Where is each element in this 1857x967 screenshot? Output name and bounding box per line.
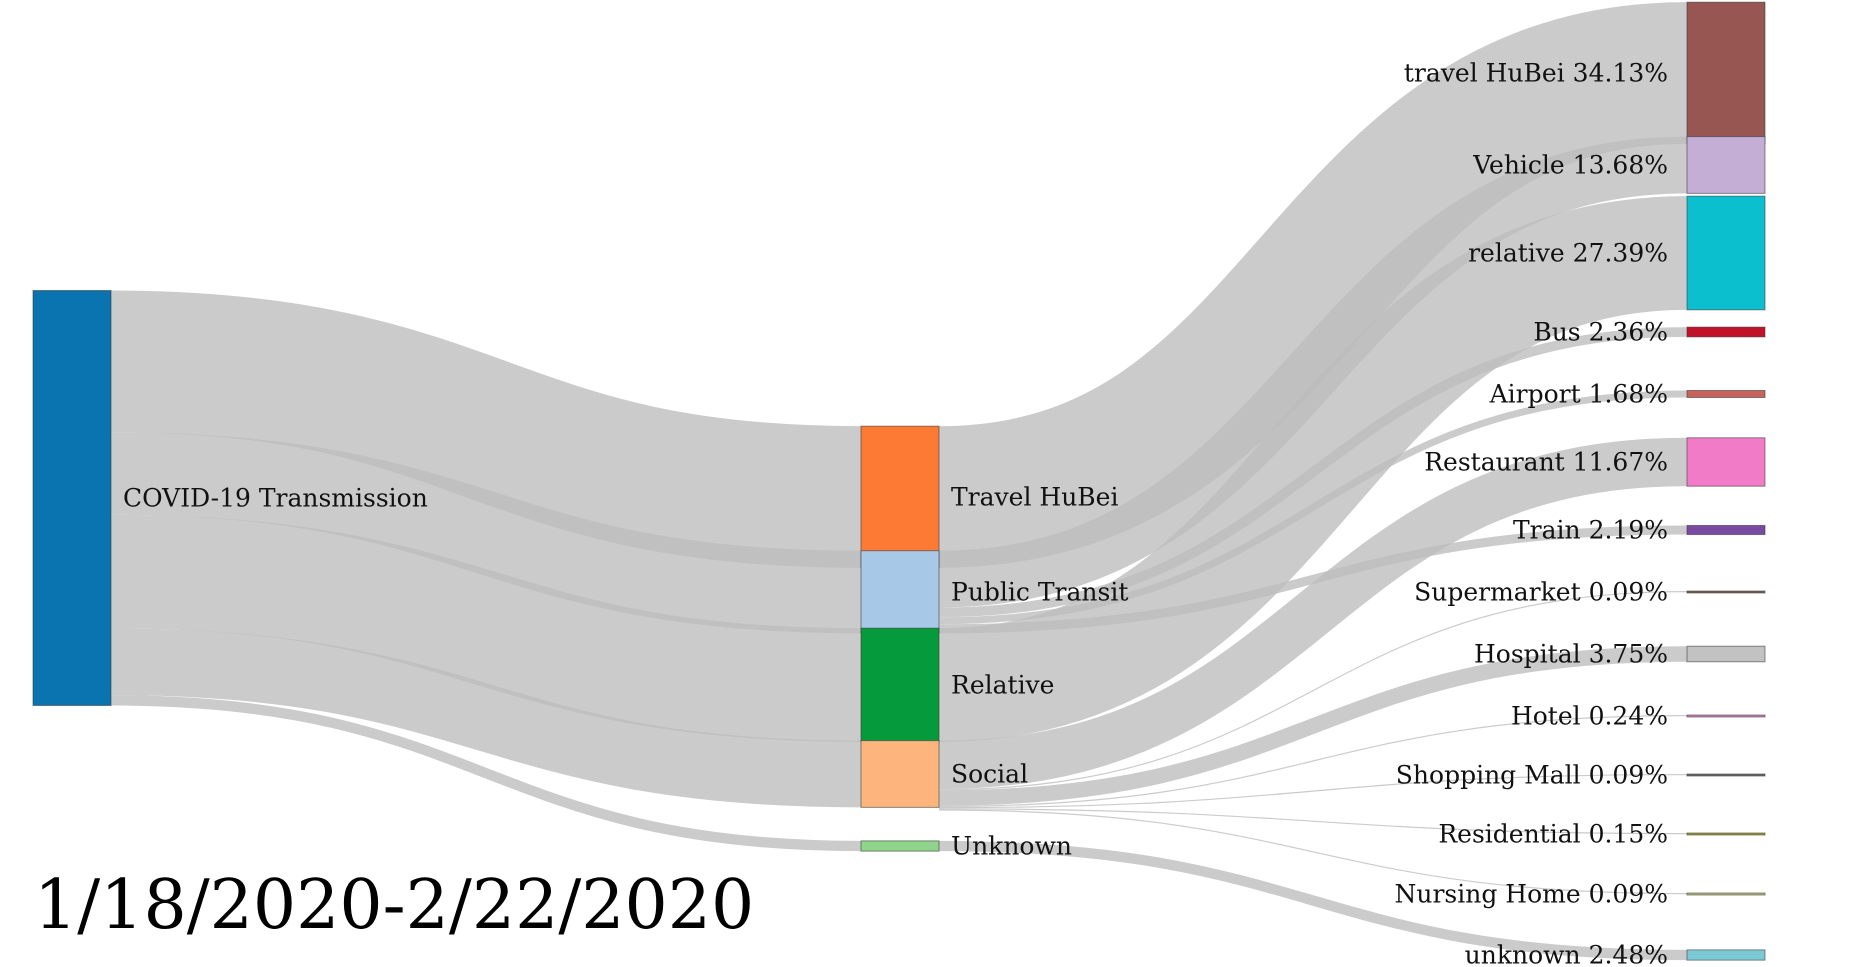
node-root	[32, 290, 112, 706]
label-layer: COVID-19 Transmission Travel HuBei Public …	[123, 59, 1668, 967]
link-social-to-restaurant	[938, 437, 1688, 790]
node-label-travel_hubei: travel HuBei 34.13%	[1404, 59, 1668, 88]
node-label-train: Train 2.19%	[1513, 516, 1668, 545]
node-unknown_c	[860, 840, 940, 852]
node-unknown	[1686, 949, 1766, 961]
node-relative	[1686, 195, 1766, 311]
node-label-hotel: Hotel 0.24%	[1511, 702, 1668, 731]
link-root-to-public_transit	[110, 432, 862, 634]
node-layer	[32, 1, 1766, 961]
node-label-vehicle: Vehicle 13.68%	[1472, 151, 1668, 180]
link-root-to-travel_hubei_c	[110, 290, 862, 568]
link-social-to-hotel	[938, 715, 1688, 808]
node-airport	[1686, 390, 1766, 398]
node-public_transit	[860, 550, 940, 634]
link-root-to-relative_c	[110, 514, 862, 742]
node-vehicle	[1686, 136, 1766, 194]
node-supermarket	[1686, 590, 1766, 594]
link-social-to-nursing_home	[938, 809, 1688, 895]
node-nursing_home	[1686, 892, 1766, 896]
node-label-unknown: unknown 2.48%	[1465, 941, 1668, 967]
node-label-restaurant: Restaurant 11.67%	[1424, 448, 1668, 477]
link-root-to-social	[110, 628, 862, 808]
node-label-relative: relative 27.39%	[1468, 239, 1668, 268]
link-travel_hubei_c-to-travel_hubei	[937, 2, 1689, 568]
node-label-unknown_c: Unknown	[951, 832, 1072, 861]
node-social	[860, 740, 940, 808]
link-social-to-shopping_mall	[938, 774, 1688, 809]
node-label-bus: Bus 2.36%	[1533, 318, 1668, 347]
link-root-to-unknown_c	[110, 695, 862, 852]
node-label-airport: Airport 1.68%	[1489, 380, 1668, 409]
node-restaurant	[1686, 437, 1766, 487]
node-label-social: Social	[951, 760, 1028, 789]
node-relative_c	[860, 627, 940, 743]
link-social-to-hospital	[938, 646, 1688, 806]
node-label-public_transit: Public Transit	[951, 578, 1128, 607]
node-label-supermarket: Supermarket 0.09%	[1414, 578, 1668, 607]
link-relative_c-to-relative	[938, 196, 1688, 742]
node-travel_hubei	[1686, 1, 1766, 145]
node-train	[1686, 524, 1766, 536]
node-label-relative_c: Relative	[951, 671, 1054, 700]
link-unknown_c-to-unknown	[938, 840, 1688, 961]
link-social-to-supermarket	[938, 591, 1688, 791]
node-label-root: COVID-19 Transmission	[123, 484, 428, 513]
node-travel_hubei_c	[860, 425, 940, 569]
node-hospital	[1686, 645, 1766, 663]
date-range: 1/18/2020-2/22/2020	[34, 866, 755, 945]
link-public_transit-to-vehicle	[938, 136, 1688, 608]
node-bus	[1686, 326, 1766, 338]
node-label-hospital: Hospital 3.75%	[1474, 640, 1668, 669]
link-layer	[110, 2, 1689, 961]
node-label-shopping_mall: Shopping Mall 0.09%	[1396, 761, 1668, 790]
node-label-residential: Residential 0.15%	[1438, 820, 1668, 849]
node-hotel	[1686, 714, 1766, 718]
node-residential	[1686, 832, 1766, 836]
link-social-to-residential	[938, 808, 1688, 835]
node-label-travel_hubei_c: Travel HuBei	[951, 483, 1118, 512]
node-shopping_mall	[1686, 773, 1766, 777]
node-label-nursing_home: Nursing Home 0.09%	[1394, 880, 1668, 909]
